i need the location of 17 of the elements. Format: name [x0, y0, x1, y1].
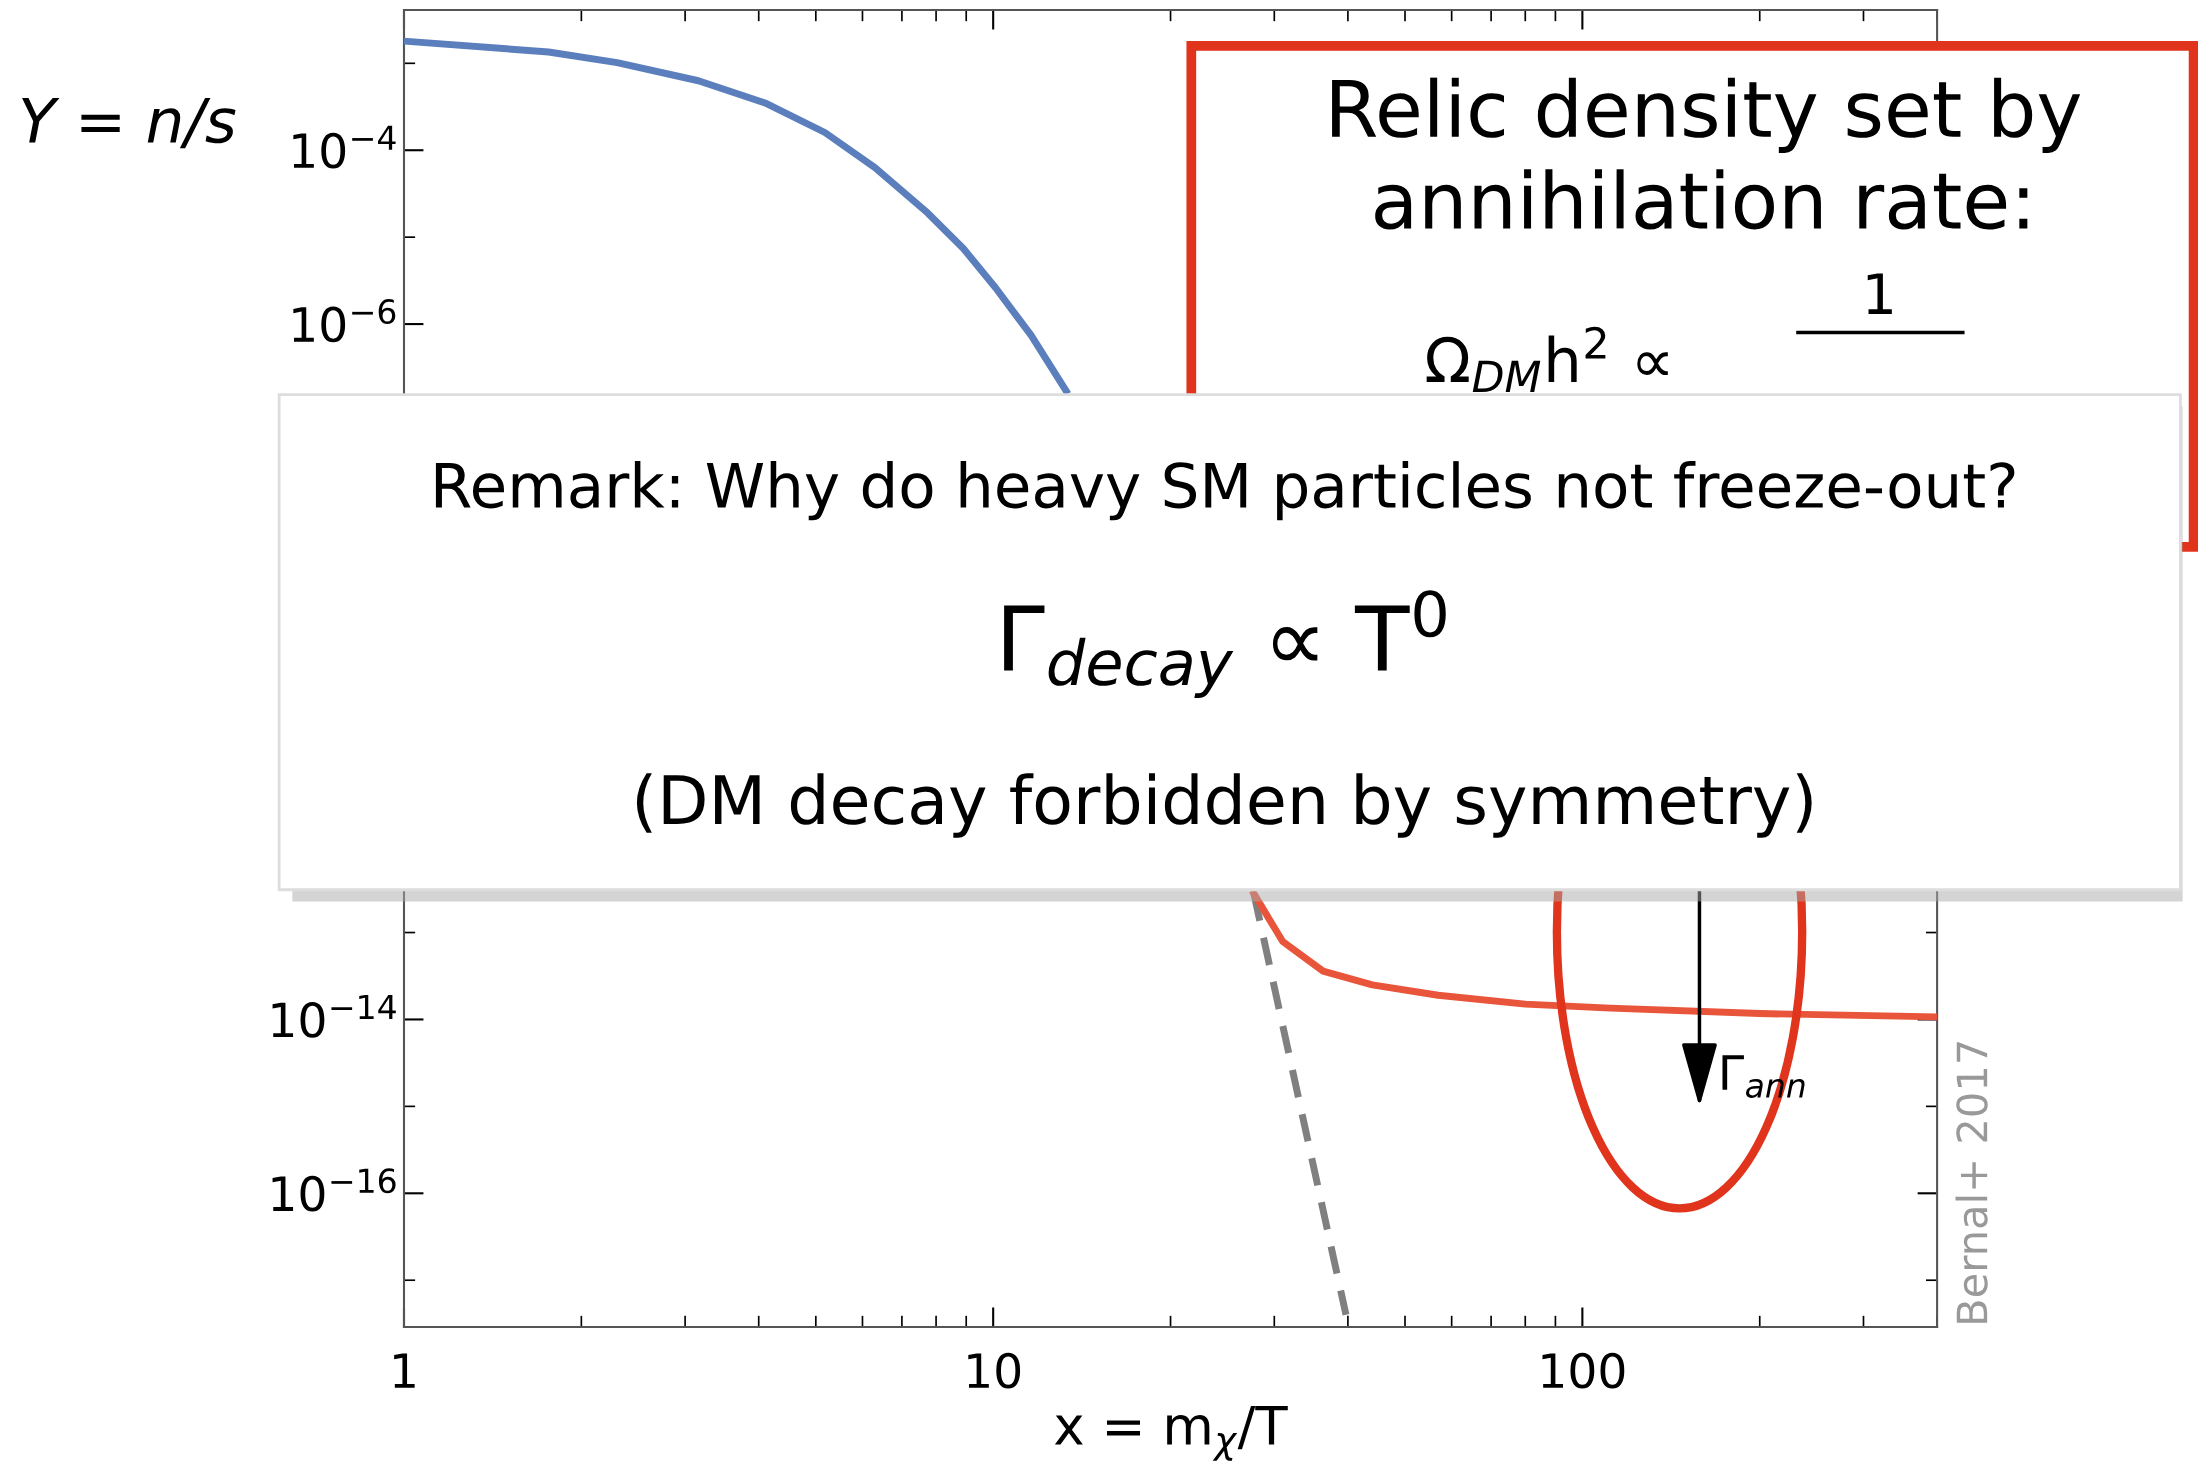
- annotation: Ω$_{DM}$h$^{2}$ ∝: [1426, 326, 1668, 392]
- annotation: annihilation rate:: [1375, 169, 2028, 230]
- annotation: 1: [1867, 273, 1892, 314]
- x-tick-label: 1: [394, 1353, 415, 1388]
- annotation: (DM decay forbidden by symmetry): [636, 773, 1812, 838]
- annotation: Γ$_{decay}$ ∝ T$^{0}$: [1004, 590, 1446, 698]
- x-tick-label: 100: [1542, 1352, 1625, 1389]
- annotation: Relic density set by: [1332, 77, 2081, 153]
- y-tick-label: 10$^{−4}$: [293, 125, 396, 169]
- y-axis-title: Y = n/s: [22, 97, 236, 149]
- text: Bernal+ 2017: [1955, 1042, 1988, 1323]
- y-tick-label: 10$^{−14}$: [272, 994, 396, 1038]
- annotation: Remark: Why do heavy SM particles not freeze-out?: [435, 461, 2015, 521]
- y-tick-label: 10$^{−16}$: [272, 1168, 396, 1212]
- x-tick-label: 10: [968, 1352, 1021, 1389]
- x-axis-title: x = m$_{χ}$/T: [1054, 1405, 1288, 1461]
- y-tick-label: 10$^{−6}$: [293, 299, 396, 343]
